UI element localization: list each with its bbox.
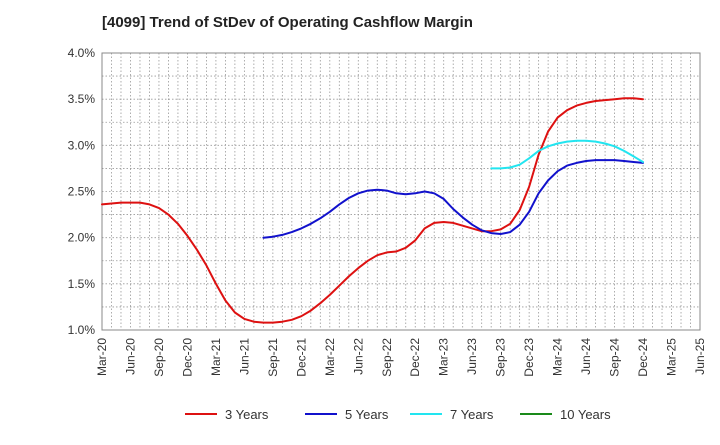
- legend-label: 3 Years: [225, 407, 269, 422]
- legend: 3 Years 5 Years 7 Years 10 Years: [185, 407, 611, 422]
- series-line-5-years: [262, 159, 644, 239]
- x-tick-label: Mar-22: [323, 338, 337, 376]
- x-tick-label: Jun-21: [237, 338, 251, 375]
- y-tick-label: 3.5%: [68, 92, 96, 106]
- x-tick-label: Jun-23: [465, 338, 479, 375]
- plot-area: [101, 52, 701, 331]
- x-tick-label: Dec-21: [294, 338, 308, 377]
- x-tick-label: Jun-22: [351, 338, 365, 375]
- x-tick-label: Mar-21: [209, 338, 223, 376]
- x-tick-label: Dec-23: [522, 338, 536, 377]
- series-line-3-years: [101, 97, 644, 324]
- x-tick-label: Mar-23: [437, 338, 451, 376]
- series-lines: [101, 97, 644, 324]
- x-tick-label: Dec-20: [180, 338, 194, 377]
- series-line-7-years: [490, 139, 644, 170]
- legend-label: 7 Years: [450, 407, 494, 422]
- chart-title: [4099] Trend of StDev of Operating Cashf…: [102, 14, 473, 31]
- x-tick-label: Mar-20: [95, 338, 109, 376]
- x-tick-label: Jun-24: [579, 338, 593, 375]
- y-tick-label: 3.0%: [68, 138, 96, 152]
- y-tick-label: 2.5%: [68, 185, 96, 199]
- x-tick-label: Dec-22: [408, 338, 422, 377]
- legend-label: 10 Years: [560, 407, 611, 422]
- x-tick-label: Jun-20: [123, 338, 137, 375]
- x-tick-label: Dec-24: [636, 338, 650, 377]
- x-tick-label: Jun-25: [693, 338, 707, 375]
- x-tick-label: Sep-23: [494, 338, 508, 377]
- y-tick-label: 2.0%: [68, 231, 96, 245]
- y-tick-label: 1.5%: [68, 277, 96, 291]
- y-tick-label: 4.0%: [68, 46, 96, 60]
- x-axis: Mar-20 Jun-20 Sep-20 Dec-20 Mar-21 Jun-21 Sep-…: [95, 338, 707, 377]
- y-tick-label: 1.0%: [68, 323, 96, 337]
- x-tick-label: Sep-20: [152, 338, 166, 377]
- grid: [101, 52, 701, 331]
- x-tick-label: Mar-24: [551, 338, 565, 376]
- y-axis: 1.0% 1.5% 2.0% 2.5% 3.0% 3.5% 4.0%: [68, 46, 96, 337]
- x-tick-label: Sep-24: [608, 338, 622, 377]
- x-tick-label: Sep-22: [380, 338, 394, 377]
- x-tick-label: Sep-21: [266, 338, 280, 377]
- legend-label: 5 Years: [345, 407, 389, 422]
- x-tick-label: Mar-25: [665, 338, 679, 376]
